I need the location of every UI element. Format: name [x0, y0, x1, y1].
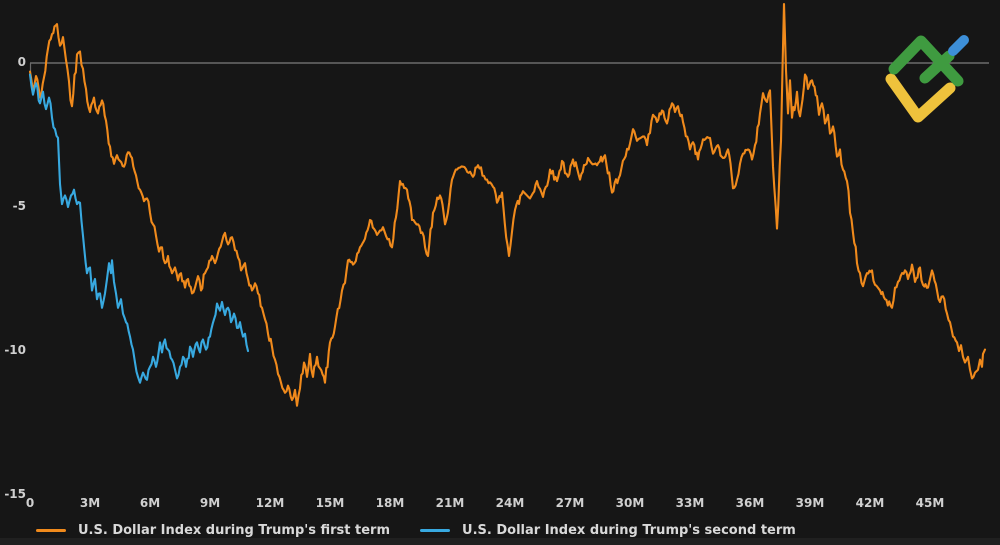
- x-tick-label: 3M: [79, 496, 101, 510]
- legend-label-second-term: U.S. Dollar Index during Trump's second …: [462, 523, 796, 538]
- x-tick-label: 12M: [255, 496, 285, 510]
- x-tick-label: 39M: [795, 496, 825, 510]
- second-term-line: [28, 73, 250, 384]
- legend: U.S. Dollar Index during Trump's first t…: [36, 523, 796, 538]
- x-tick-label: 36M: [735, 496, 765, 510]
- y-tick-label: -5: [12, 199, 26, 213]
- legend-label-first-term: U.S. Dollar Index during Trump's first t…: [78, 523, 391, 538]
- litefinance-logo: [885, 35, 969, 123]
- logo-green-diagonal: [919, 50, 955, 84]
- first-term-line: [28, 2, 987, 407]
- x-tick-label: 0: [25, 496, 35, 510]
- logo-yellow-chevron: [885, 73, 956, 123]
- legend-item-first-term: U.S. Dollar Index during Trump's first t…: [36, 523, 390, 538]
- x-tick-label: 6M: [139, 496, 161, 510]
- x-tick-label: 9M: [199, 496, 221, 510]
- legend-swatch-second-term: [420, 529, 451, 532]
- y-tick-label: 0: [17, 55, 26, 69]
- x-tick-label: 18M: [375, 496, 405, 510]
- x-tick-label: 30M: [615, 496, 645, 510]
- x-tick-label: 42M: [855, 496, 885, 510]
- y-tick-label: -15: [4, 487, 26, 501]
- legend-item-second-term: U.S. Dollar Index during Trump's second …: [420, 523, 796, 538]
- logo-blue-tip: [948, 35, 969, 56]
- x-tick-label: 45M: [915, 496, 945, 510]
- x-tick-label: 33M: [675, 496, 705, 510]
- x-tick-label: 21M: [435, 496, 465, 510]
- x-tick-label: 24M: [495, 496, 525, 510]
- x-tick-label: 27M: [555, 496, 585, 510]
- footer-strip: [0, 538, 1000, 545]
- x-tick-label: 15M: [315, 496, 345, 510]
- y-tick-label: -10: [4, 343, 26, 357]
- logo-green-chevron: [888, 35, 964, 87]
- legend-swatch-first-term: [36, 529, 66, 532]
